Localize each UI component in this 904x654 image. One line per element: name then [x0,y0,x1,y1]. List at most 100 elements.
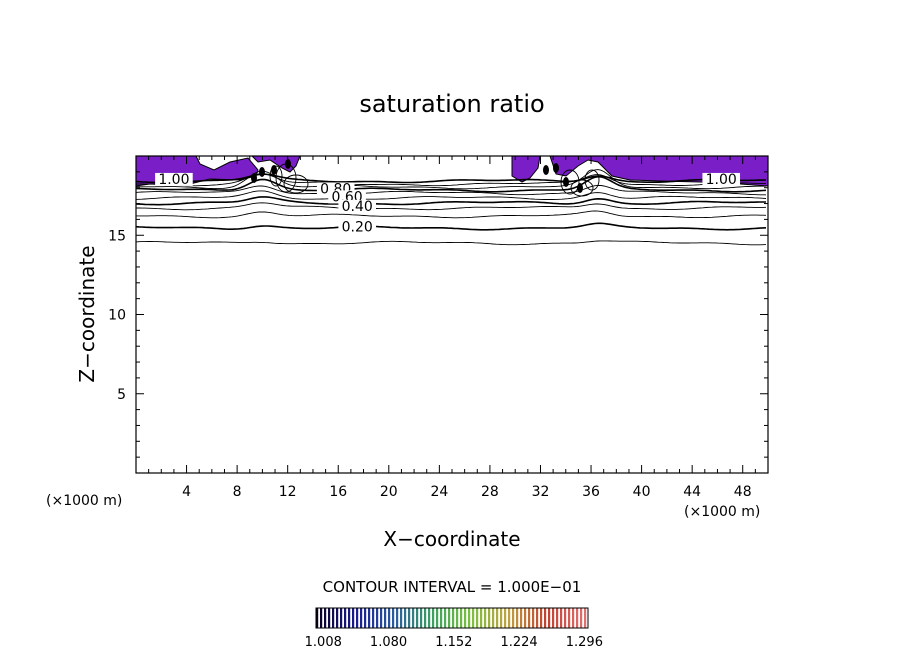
colorbar-stripe [344,608,347,628]
colorbar-stripe [444,608,447,628]
colorbar-stripe [384,608,387,628]
colorbar-stripe [436,608,439,628]
chart-title: saturation ratio [359,90,544,118]
colorbar-stripe [424,608,427,628]
x-axis-label: X−coordinate [383,527,520,551]
x-tick-label: 28 [481,484,499,500]
colorbar-stripe [508,608,511,628]
colorbar-stripe [520,608,523,628]
colorbar-stripe [392,608,395,628]
contour-loop [560,169,580,195]
colorbar-label: 1.008 [305,635,342,650]
contour-line [136,196,766,206]
colorbar-stripe [404,608,407,628]
colorbar-stripe [512,608,515,628]
colorbar-stripe [340,608,343,628]
colorbar-stripe [388,608,391,628]
z-axis-ticks: 5 10 15 [108,171,768,458]
colorbar-stripe [468,608,471,628]
contour-speck [259,167,265,177]
x-tick-label: 24 [430,484,448,500]
colorbar-stripe [368,608,371,628]
colorbar-stripe [360,608,363,628]
colorbar-stripe [556,608,559,628]
plot-area [136,156,768,246]
z-axis-label: Z−coordinate [75,245,99,382]
colorbar-stripe [572,608,575,628]
colorbar-stripe [576,608,579,628]
z-axis-unit: (×1000 m) [46,493,122,509]
colorbar-stripe [488,608,491,628]
x-tick-label: 36 [582,484,600,500]
x-tick-label: 8 [233,484,242,500]
colorbar-stripe [584,608,587,628]
contour-label: 1.00 [158,172,189,188]
colorbar-stripe [432,608,435,628]
z-tick-label: 15 [108,228,126,244]
colorbar-stripe [440,608,443,628]
x-tick-label: 16 [329,484,347,500]
contour-loop [275,163,297,193]
colorbar-stripe [316,608,319,628]
colorbar-stripe [400,608,403,628]
colorbar-stripe [320,608,323,628]
z-tick-label: 10 [108,308,126,324]
contour-label-mask [702,172,741,186]
contour-label: 0.20 [342,219,373,235]
colorbar-stripe [532,608,535,628]
colorbar-stripe [484,608,487,628]
colorbar-stripe [336,608,339,628]
colorbar-stripe [492,608,495,628]
colorbar-stripe [428,608,431,628]
colorbar-stripe [372,608,375,628]
colorbar-label: 1.224 [500,635,537,650]
colorbar-stripe [536,608,539,628]
contour-label-mask [155,172,193,186]
colorbar-frame [315,607,589,629]
colorbar-stripe [396,608,399,628]
contour-line [136,169,766,190]
colorbar-stripe [560,608,563,628]
colorbar-stripe [528,608,531,628]
colorbar-stripe [552,608,555,628]
colorbar-stripe [352,608,355,628]
x-tick-label: 12 [279,484,297,500]
colorbar-stripe [568,608,571,628]
colorbar-stripe [452,608,455,628]
colorbar-stripe [348,608,351,628]
colorbar-stripe [476,608,479,628]
colorbar-stripe [328,608,331,628]
contour-line [136,173,766,187]
contour-speck [553,163,559,173]
colorbar-stripe [544,608,547,628]
x-tick-label: 48 [734,484,752,500]
colorbar-labels: 1.008 1.080 1.152 1.224 1.296 [305,635,603,650]
colorbar-stripe [448,608,451,628]
colorbar-stripe [416,608,419,628]
x-tick-label: 32 [532,484,550,500]
contour-label: 0.40 [342,199,373,215]
colorbar-stripe [464,608,467,628]
contour-line [136,184,766,196]
colorbar-stripe [548,608,551,628]
colorbar-stripe [500,608,503,628]
contour-line [136,190,767,200]
contour-label-mask [338,220,376,234]
colorbar-stripe [540,608,543,628]
colorbar-stripe [460,608,463,628]
colorbar-stripe [332,608,335,628]
colorbar-stripe [324,608,327,628]
colorbar-stripe [564,608,567,628]
x-axis-ticks: 4 8 12 16 20 24 28 32 36 40 44 48 [148,156,756,500]
colorbar-stripe [364,608,367,628]
colorbar-stripe [420,608,423,628]
colorbar [315,607,589,629]
contour-line [136,240,767,246]
z-tick-label: 5 [117,387,126,403]
colorbar-stripe [524,608,527,628]
colorbar-stripe [516,608,519,628]
colorbar-label: 1.152 [435,635,472,650]
colorbar-stripe [356,608,359,628]
x-tick-label: 40 [633,484,651,500]
